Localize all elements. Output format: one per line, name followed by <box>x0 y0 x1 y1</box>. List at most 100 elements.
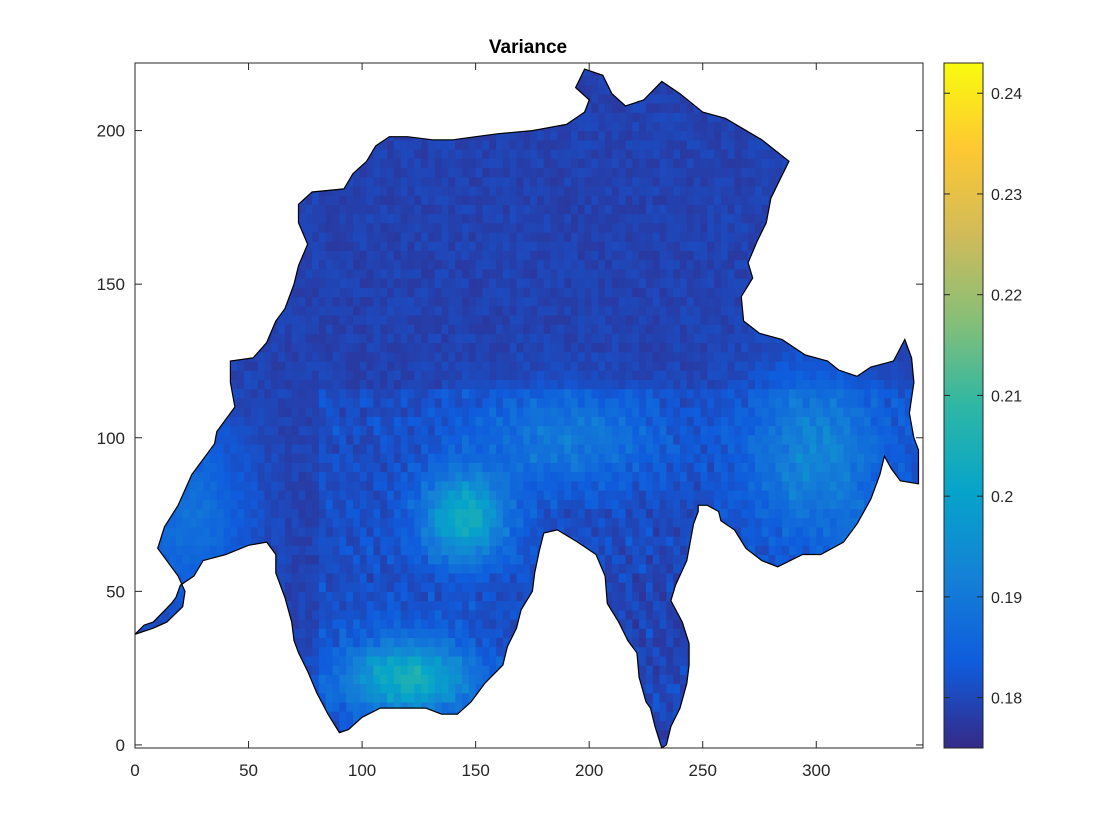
heatmap-cell <box>318 278 327 288</box>
heatmap-cell <box>407 149 415 159</box>
heatmap-cell <box>366 618 375 629</box>
heatmap-cell <box>618 278 627 288</box>
heatmap-cell <box>298 517 306 528</box>
heatmap-cell <box>339 572 347 583</box>
heatmap-cell <box>291 443 300 454</box>
heatmap-cell <box>720 462 729 473</box>
heatmap-cell <box>680 499 688 510</box>
heatmap-cell <box>748 526 756 537</box>
heatmap-cell <box>632 342 640 353</box>
heatmap-cell <box>530 554 538 565</box>
heatmap-cell <box>373 149 381 159</box>
heatmap-cell <box>400 674 409 685</box>
heatmap-cell <box>598 536 606 546</box>
heatmap-cell <box>652 600 661 611</box>
heatmap-cell <box>625 222 633 233</box>
heatmap-cell <box>598 370 606 380</box>
heatmap-cell <box>468 296 477 307</box>
heatmap-cell <box>639 370 647 380</box>
heatmap-cell <box>543 471 552 482</box>
heatmap-cell <box>353 314 361 325</box>
heatmap-cell <box>564 388 572 399</box>
x-tick-label: 150 <box>461 761 489 780</box>
heatmap-cell <box>611 609 620 620</box>
heatmap-cell <box>877 407 885 417</box>
heatmap-cell <box>673 609 681 620</box>
heatmap-cell <box>761 204 770 215</box>
heatmap-cell <box>877 388 885 399</box>
heatmap-cell <box>632 480 640 491</box>
heatmap-cell <box>727 407 736 417</box>
heatmap-cell <box>509 149 518 159</box>
heatmap-cell <box>407 563 415 574</box>
heatmap-cell <box>577 314 586 325</box>
heatmap-cell <box>434 213 443 224</box>
heatmap-cell <box>462 545 470 556</box>
heatmap-cell <box>564 241 572 251</box>
heatmap-cell <box>659 729 667 740</box>
heatmap-cell <box>530 204 538 215</box>
heatmap-cell <box>182 536 191 546</box>
heatmap-cell <box>359 360 368 371</box>
heatmap-cell <box>475 591 484 602</box>
heatmap-cell <box>489 241 497 251</box>
heatmap-cell <box>414 508 422 519</box>
heatmap-cell <box>816 526 824 537</box>
heatmap-cell <box>373 204 381 215</box>
heatmap-cell <box>414 582 422 592</box>
heatmap-cell <box>666 139 674 150</box>
heatmap-cell <box>666 545 674 556</box>
heatmap-cell <box>727 351 736 362</box>
heatmap-cell <box>591 526 599 537</box>
heatmap-cell <box>421 342 429 353</box>
heatmap-cell <box>530 453 538 463</box>
heatmap-cell <box>652 692 661 703</box>
heatmap-cell <box>489 545 497 556</box>
heatmap-cell <box>591 407 599 417</box>
heatmap-cell <box>475 517 484 528</box>
heatmap-cell <box>325 342 334 353</box>
heatmap-cell <box>652 572 661 583</box>
heatmap-cell <box>605 554 613 565</box>
heatmap-cell <box>639 545 647 556</box>
x-tick-label: 300 <box>802 761 830 780</box>
heatmap-cell <box>584 388 593 399</box>
heatmap-cell <box>584 121 593 132</box>
heatmap-cell <box>768 434 776 445</box>
heatmap-cell <box>353 351 361 362</box>
heatmap-cell <box>748 130 756 141</box>
heatmap-cell <box>312 646 320 657</box>
heatmap-cell <box>700 112 708 122</box>
heatmap-cell <box>434 517 443 528</box>
heatmap-cell <box>863 480 872 491</box>
heatmap-cell <box>625 130 633 141</box>
heatmap-cell <box>291 489 300 500</box>
heatmap-cell <box>536 314 545 325</box>
heatmap-cell <box>482 480 490 491</box>
heatmap-cell <box>884 434 892 445</box>
heatmap-cell <box>475 637 484 648</box>
heatmap-cell <box>407 655 415 666</box>
heatmap-cell <box>598 462 606 473</box>
heatmap-cell <box>768 167 776 178</box>
heatmap-cell <box>332 711 340 721</box>
heatmap-cell <box>639 655 647 666</box>
heatmap-cell <box>496 379 504 390</box>
heatmap-cell <box>366 158 375 169</box>
heatmap-cell <box>761 351 770 362</box>
heatmap-cell <box>373 526 381 537</box>
heatmap-cell <box>707 149 715 159</box>
colorbar-tick-label: 0.2 <box>991 489 1013 506</box>
heatmap-cell <box>189 517 197 528</box>
heatmap-cell <box>291 517 300 528</box>
heatmap-cell <box>298 526 306 537</box>
heatmap-cell <box>625 102 633 113</box>
heatmap-cell <box>516 185 524 196</box>
heatmap-cell <box>400 526 409 537</box>
heatmap-cell <box>659 278 667 288</box>
heatmap-cell <box>693 222 702 233</box>
heatmap-cell <box>591 121 599 132</box>
heatmap-cell <box>291 628 300 639</box>
heatmap-cell <box>891 443 899 454</box>
heatmap-cell <box>564 462 572 473</box>
